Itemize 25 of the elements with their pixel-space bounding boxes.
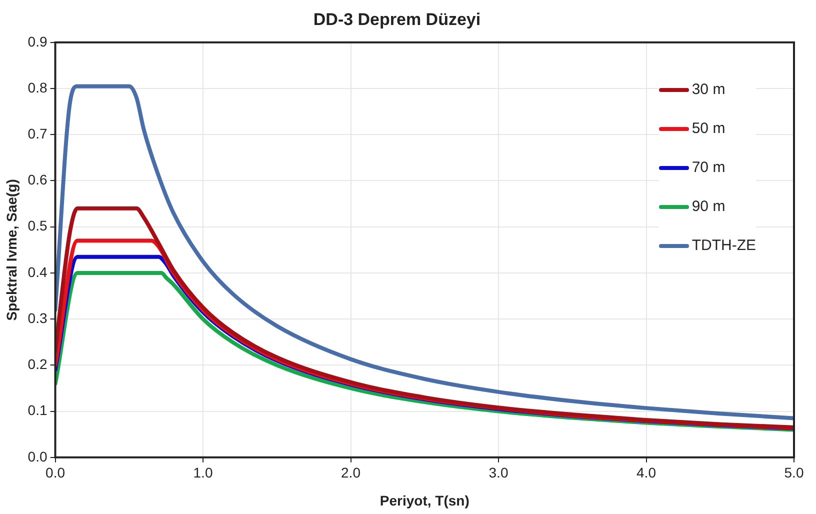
y-tick-label: 0.3 <box>28 310 48 326</box>
y-tick-label: 0.9 <box>28 33 48 50</box>
y-tick-label: 0.5 <box>28 218 48 234</box>
y-tick-label: 0.2 <box>28 356 48 372</box>
x-tick-label: 2.0 <box>341 464 361 481</box>
x-tick-label: 0.0 <box>46 464 66 481</box>
y-axis-title: Spektral Ivme, Sae(g) <box>3 179 20 321</box>
y-tick-label: 0.1 <box>28 402 48 418</box>
x-tick-label: 5.0 <box>784 464 804 481</box>
legend-label: 30 m <box>692 81 726 98</box>
y-tick-label: 0.8 <box>28 79 48 96</box>
x-tick-label: 4.0 <box>636 464 656 481</box>
legend-label: 70 m <box>692 159 726 176</box>
y-tick-label: 0.7 <box>28 125 48 142</box>
y-tick-label: 0.4 <box>28 264 48 280</box>
x-axis-title: Periyot, T(sn) <box>380 492 470 508</box>
chart-title: DD-3 Deprem Düzeyi <box>313 10 481 29</box>
legend-label: 50 m <box>692 120 726 137</box>
x-tick-label: 1.0 <box>193 464 213 481</box>
x-tick-label: 3.0 <box>488 464 508 481</box>
y-tick-label: 0.0 <box>28 448 48 464</box>
line-series <box>55 84 794 420</box>
legend-label: 90 m <box>692 198 726 215</box>
legend-label: TDTH-ZE <box>692 237 756 254</box>
y-tick-label: 0.6 <box>28 172 48 188</box>
